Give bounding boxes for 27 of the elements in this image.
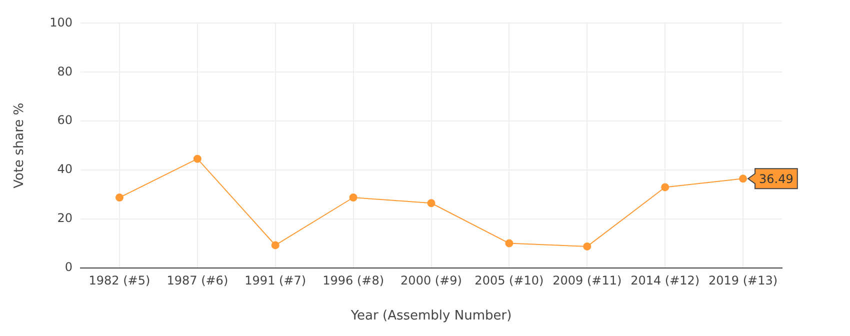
point bbox=[427, 199, 436, 208]
y-tick-label: 40 bbox=[57, 162, 73, 176]
point bbox=[739, 174, 748, 183]
x-tick-label: 2019 (#13) bbox=[708, 273, 778, 288]
point bbox=[349, 194, 358, 202]
point bbox=[583, 242, 592, 250]
y-tick-label: 60 bbox=[57, 113, 73, 128]
point bbox=[505, 239, 514, 248]
x-tick-label: 2009 (#11) bbox=[552, 273, 622, 288]
point bbox=[271, 241, 280, 250]
y-tick-label: 100 bbox=[50, 15, 73, 30]
annotation: 36.49 bbox=[759, 172, 794, 186]
y-tick-label: 0 bbox=[64, 260, 73, 274]
x-tick-label: 1987 (#6) bbox=[166, 273, 228, 288]
x-tick-label: 2000 (#9) bbox=[400, 273, 462, 288]
point bbox=[661, 183, 670, 192]
x-axis-title: Year (Assembly Number) bbox=[350, 308, 512, 324]
x-tick-label: 2005 (#10) bbox=[474, 273, 544, 288]
x-tick-label: 1996 (#8) bbox=[322, 273, 384, 288]
x-tick-label: 1982 (#5) bbox=[88, 273, 150, 288]
point bbox=[115, 194, 124, 202]
x-tick-label: 1991 (#7) bbox=[244, 273, 306, 288]
y-tick-label: 20 bbox=[57, 211, 73, 226]
y-tick-label: 80 bbox=[57, 64, 73, 78]
x-tick-label: 2014 (#12) bbox=[630, 273, 700, 288]
point bbox=[193, 154, 202, 163]
y-axis-title: Vote share % bbox=[12, 102, 28, 188]
